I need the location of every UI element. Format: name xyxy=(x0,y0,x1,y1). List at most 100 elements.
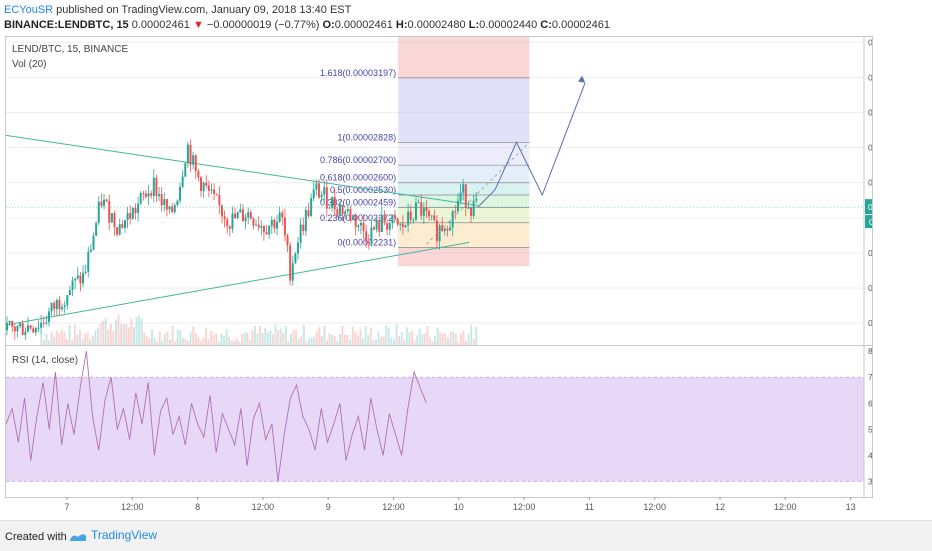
fib-level-label: 0.382(0.00002459) xyxy=(320,197,396,207)
candle-body xyxy=(55,300,58,310)
volume-bar xyxy=(326,340,329,346)
candle-body xyxy=(378,219,381,233)
volume-bar xyxy=(356,335,359,346)
price-tick-label: 0.00002200 xyxy=(868,248,872,258)
volume-bar xyxy=(467,334,470,346)
volume-bar xyxy=(248,339,251,346)
candle-body xyxy=(354,215,357,228)
candle-body xyxy=(386,223,389,230)
volume-bar xyxy=(120,324,123,346)
candle-body xyxy=(234,213,237,219)
volume-bar xyxy=(418,328,421,346)
candle-body xyxy=(262,226,265,233)
candle-body xyxy=(388,223,391,230)
candle-body xyxy=(8,320,11,323)
fib-level-label: 0.786(0.00002700) xyxy=(320,155,396,165)
candle-body xyxy=(315,183,318,190)
symbol-legend: LEND/BTC, 15, BINANCE xyxy=(12,44,129,55)
rsi-chart[interactable]: 30.0000 40.0000 50.0000 60.0000 70.0000 80.00… xyxy=(6,346,872,497)
volume-bar xyxy=(377,331,380,346)
volume-bar xyxy=(184,338,187,346)
price-tick-label: 0.00002000 xyxy=(868,283,872,293)
volume-bar xyxy=(279,328,282,346)
tradingview-logo-icon xyxy=(70,534,86,541)
candle-body xyxy=(210,189,213,191)
author-link[interactable]: ECYouSR xyxy=(4,4,54,16)
time-tick-label: 12:00 xyxy=(382,502,405,512)
candle-body xyxy=(131,207,134,219)
volume-bar xyxy=(151,329,154,346)
volume-bar xyxy=(130,318,133,346)
volume-bar xyxy=(416,335,419,346)
volume-bar xyxy=(253,325,256,346)
volume-bar xyxy=(472,338,475,346)
arrow-head-icon xyxy=(578,75,586,83)
volume-bar xyxy=(328,333,331,346)
candle-body xyxy=(467,207,470,209)
candle-body xyxy=(320,194,323,198)
close-value: 0.00002461 xyxy=(551,19,611,31)
candle-body xyxy=(231,213,234,229)
volume-bar xyxy=(444,333,447,346)
volume-bar xyxy=(109,323,112,346)
candle-body xyxy=(414,202,417,220)
volume-bar xyxy=(408,332,411,346)
candle-body xyxy=(304,210,307,232)
volume-bar xyxy=(447,337,450,346)
volume-bar xyxy=(470,324,473,346)
volume-bar xyxy=(91,335,94,346)
volume-bar xyxy=(174,341,177,346)
candle-body xyxy=(346,209,349,212)
volume-bar xyxy=(76,334,79,346)
candle-body xyxy=(451,211,454,228)
candle-body xyxy=(456,200,459,212)
candle-body xyxy=(92,235,95,250)
candle-body xyxy=(294,253,297,264)
candle-body xyxy=(420,202,423,216)
candle-body xyxy=(404,225,407,228)
candle-body xyxy=(168,206,171,210)
candle-body xyxy=(95,222,98,236)
candle-body xyxy=(257,224,260,228)
volume-bar xyxy=(143,332,146,346)
volume-bar xyxy=(235,338,238,346)
volume-bar xyxy=(187,340,190,346)
price-panel[interactable]: 0.000018000.000020000.000022000.00002400… xyxy=(5,36,873,347)
price-change: −0.00000019 (−0.77%) xyxy=(206,19,320,31)
volume-bar xyxy=(45,334,48,346)
time-axis[interactable]: 7 12:00 8 12:00 9 12:00 10 12:00 11 12:00 12 12:00 1… xyxy=(5,497,871,519)
candle-body xyxy=(79,275,82,284)
time-tick-label: 8 xyxy=(195,502,200,512)
volume-bar xyxy=(336,340,339,346)
candle-body xyxy=(297,242,300,254)
tradingview-brand-link[interactable]: TradingView xyxy=(91,528,158,542)
volume-bar xyxy=(158,331,161,346)
rsi-tick-label: 80.0000 xyxy=(868,346,872,356)
candle-body xyxy=(349,209,352,220)
candle-body xyxy=(273,219,276,229)
candle-body xyxy=(87,251,90,272)
volume-bar xyxy=(315,331,318,346)
price-badge xyxy=(865,199,872,215)
volume-bar xyxy=(266,332,269,346)
high-value: 0.00002480 xyxy=(407,19,466,31)
time-tick-label: 10 xyxy=(454,502,464,512)
candle-body xyxy=(176,200,179,206)
volume-bar xyxy=(346,334,349,346)
candle-body xyxy=(443,228,446,232)
candle-body xyxy=(58,300,61,310)
rsi-panel[interactable]: 30.0000 40.0000 50.0000 60.0000 70.0000 80.00… xyxy=(5,345,873,498)
candle-body xyxy=(32,328,35,333)
candle-body xyxy=(181,176,184,187)
volume-bar xyxy=(338,333,341,346)
volume-bar xyxy=(475,326,478,346)
volume-bar xyxy=(436,327,439,346)
candle-body xyxy=(223,216,226,220)
volume-bar xyxy=(392,339,395,346)
volume-bar xyxy=(96,327,99,346)
price-tick-label: 0.00002600 xyxy=(868,178,872,188)
price-chart[interactable]: 0.000018000.000020000.000022000.00002400… xyxy=(6,37,872,346)
candle-body xyxy=(97,201,100,223)
candle-body xyxy=(341,205,344,215)
volume-bar xyxy=(189,332,192,346)
